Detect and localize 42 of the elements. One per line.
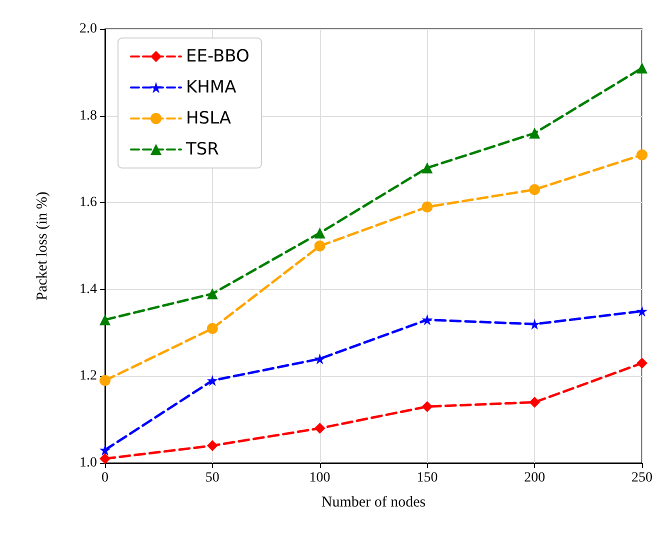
point [100, 453, 110, 464]
point [422, 314, 433, 326]
point [529, 184, 540, 196]
point [314, 227, 326, 238]
point [100, 444, 110, 456]
point [422, 162, 433, 174]
point [422, 201, 433, 212]
y-tick-label: 1.0 [80, 456, 97, 470]
x-tick-label: 0 [102, 470, 108, 486]
point [206, 375, 218, 386]
point [636, 62, 648, 74]
y-tick-label: 1.2 [80, 368, 97, 384]
point [529, 318, 540, 330]
legend-label: EE-BBO [186, 46, 250, 66]
legend-label: KHMA [186, 78, 237, 98]
y-tick-label: 1.4 [80, 282, 97, 297]
point [100, 314, 110, 326]
legend-label: HSLA [186, 108, 232, 128]
x-tick-label: 100 [309, 470, 330, 486]
point [314, 240, 326, 252]
point [206, 322, 218, 334]
point [206, 440, 218, 452]
point [636, 358, 648, 369]
point [422, 401, 433, 412]
point [636, 306, 648, 317]
point [314, 422, 326, 434]
x-tick-label: 50 [205, 470, 220, 486]
point [100, 375, 110, 386]
point [206, 288, 218, 300]
x-tick-label: 250 [632, 470, 652, 486]
x-tick-label: 200 [524, 470, 546, 486]
y-tick-label: 1.8 [80, 108, 97, 124]
x-axis-title: Number of nodes [321, 494, 426, 510]
point [529, 396, 540, 408]
y-tick-label: 2.0 [80, 22, 97, 36]
point [636, 149, 648, 160]
legend-label: TSR [185, 140, 220, 160]
y-tick-label: 1.6 [80, 195, 97, 210]
point [529, 128, 540, 139]
x-tick-label: 150 [416, 470, 438, 486]
y-axis-title: Packet loss (in %) [34, 192, 50, 300]
point [314, 353, 326, 364]
